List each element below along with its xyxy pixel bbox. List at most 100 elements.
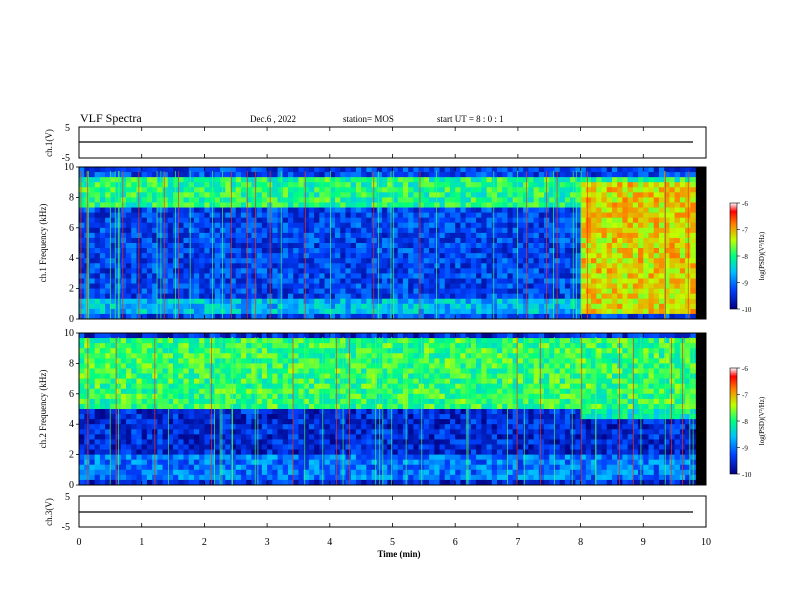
- spectrogram-cell: [131, 414, 137, 420]
- spectrogram-cell: [502, 232, 508, 239]
- spectrogram-cell: [434, 222, 440, 229]
- spectrogram-cell: [141, 243, 148, 249]
- spectrogram-cell: [564, 167, 571, 173]
- spectrogram-cell: [402, 212, 409, 218]
- spectrogram-cell: [408, 298, 414, 305]
- spectrogram-cell: [314, 278, 320, 284]
- spectrogram-cell: [256, 177, 263, 183]
- spectrogram-cell: [606, 202, 613, 208]
- spectrogram-cell: [120, 283, 127, 289]
- spectrogram-cell: [146, 424, 153, 430]
- spectrogram-cell: [335, 207, 341, 213]
- spectrogram-cell: [575, 313, 581, 320]
- spectrogram-cell: [303, 424, 310, 430]
- spectrogram-cell: [664, 172, 670, 178]
- spectrogram-cell: [204, 469, 210, 476]
- spectrogram-cell: [308, 429, 315, 435]
- spectrogram-cell: [251, 343, 257, 349]
- spectrogram-cell: [460, 167, 466, 173]
- spectrogram-cell: [591, 293, 597, 300]
- spectrogram-cell: [308, 283, 315, 289]
- spectrogram-cell: [282, 348, 289, 354]
- spectrogram-cell: [272, 373, 278, 379]
- spectrogram-cell: [84, 383, 90, 390]
- spectrogram-cell: [591, 303, 597, 310]
- spectrogram-cell: [293, 393, 299, 400]
- spectrogram-cell: [669, 253, 675, 259]
- spectrogram-cell: [366, 202, 372, 208]
- spectrogram-cell: [350, 192, 357, 198]
- spectrogram-cell: [324, 258, 331, 264]
- spectrogram-cell: [89, 232, 95, 239]
- spectrogram-cell: [580, 243, 587, 249]
- spectrogram-cell: [361, 212, 367, 218]
- spectrogram-cell: [79, 243, 85, 249]
- spectrogram-cell: [481, 232, 487, 239]
- spectrogram-cell: [110, 207, 116, 213]
- spectrogram-cell: [126, 454, 132, 460]
- spectrogram-cell: [439, 253, 446, 259]
- spectrogram-cell: [199, 192, 205, 198]
- spectrogram-cell: [376, 278, 383, 284]
- spectrogram-cell: [204, 343, 210, 349]
- spectrogram-cell: [397, 278, 404, 284]
- spectrogram-cell: [606, 232, 613, 239]
- spectrogram-cell: [533, 303, 540, 310]
- spectrogram-cell: [596, 217, 602, 224]
- spectrogram-cell: [397, 308, 404, 315]
- spectrogram-cell: [235, 167, 242, 173]
- spectrogram-cell: [246, 298, 252, 305]
- spectrogram-cell: [141, 454, 148, 460]
- ch1-colorbar-ticks: -6-7-8-9-10: [737, 200, 752, 314]
- spectrogram-cell: [272, 454, 278, 460]
- spectrogram-cell: [617, 172, 623, 178]
- spectrogram-cell: [183, 383, 190, 390]
- spectrogram-cell: [230, 414, 237, 420]
- spectrogram-cell: [240, 207, 247, 213]
- spectrogram-cell: [470, 253, 477, 259]
- spectrogram-cell: [126, 338, 132, 344]
- spectrogram-cell: [193, 273, 200, 279]
- spectrogram-cell: [434, 227, 440, 234]
- spectrogram-cell: [402, 177, 409, 183]
- spectrogram-cell: [120, 293, 127, 300]
- spectrogram-cell: [653, 293, 660, 300]
- spectrogram-cell: [99, 197, 106, 203]
- spectrogram-cell: [261, 268, 268, 274]
- spectrogram-cell: [178, 459, 184, 466]
- spectrogram-cell: [214, 338, 221, 344]
- spectrogram-cell: [486, 197, 493, 203]
- spectrogram-cell: [632, 273, 639, 279]
- spectrogram-cell: [146, 298, 153, 305]
- spectrogram-cell: [669, 232, 675, 239]
- spectrogram-cell: [178, 283, 184, 289]
- spectrogram-cell: [272, 197, 278, 203]
- spectrogram-cell: [523, 182, 529, 188]
- spectrogram-cell: [267, 358, 273, 364]
- spectrogram-cell: [199, 378, 205, 384]
- spectrogram-cell: [256, 293, 263, 300]
- spectrogram-cell: [183, 187, 190, 193]
- spectrogram-cell: [517, 212, 524, 218]
- spectrogram-cell: [669, 177, 675, 183]
- spectrogram-cell: [622, 227, 628, 234]
- spectrogram-cell: [272, 469, 278, 476]
- spectrogram-cell: [256, 439, 263, 445]
- spectrogram-cell: [418, 263, 425, 269]
- spectrogram-cell: [167, 268, 174, 274]
- spectrogram-cell: [481, 303, 487, 310]
- spectrogram-cell: [658, 268, 665, 274]
- spectrogram-cell: [502, 273, 508, 279]
- spectrogram-cell: [131, 243, 137, 249]
- spectrogram-cell: [397, 298, 404, 305]
- spectrogram-cell: [240, 358, 247, 364]
- spectrogram-cell: [225, 283, 231, 289]
- spectrogram-cell: [288, 439, 294, 445]
- spectrogram-cell: [632, 303, 639, 310]
- spectrogram-cell: [622, 268, 628, 274]
- spectrogram-cell: [528, 293, 534, 300]
- spectrogram-cell: [648, 243, 655, 249]
- spectrogram-cell: [408, 278, 414, 284]
- colorbar-tick-label: -8: [742, 253, 748, 261]
- spectrogram-cell: [298, 373, 304, 379]
